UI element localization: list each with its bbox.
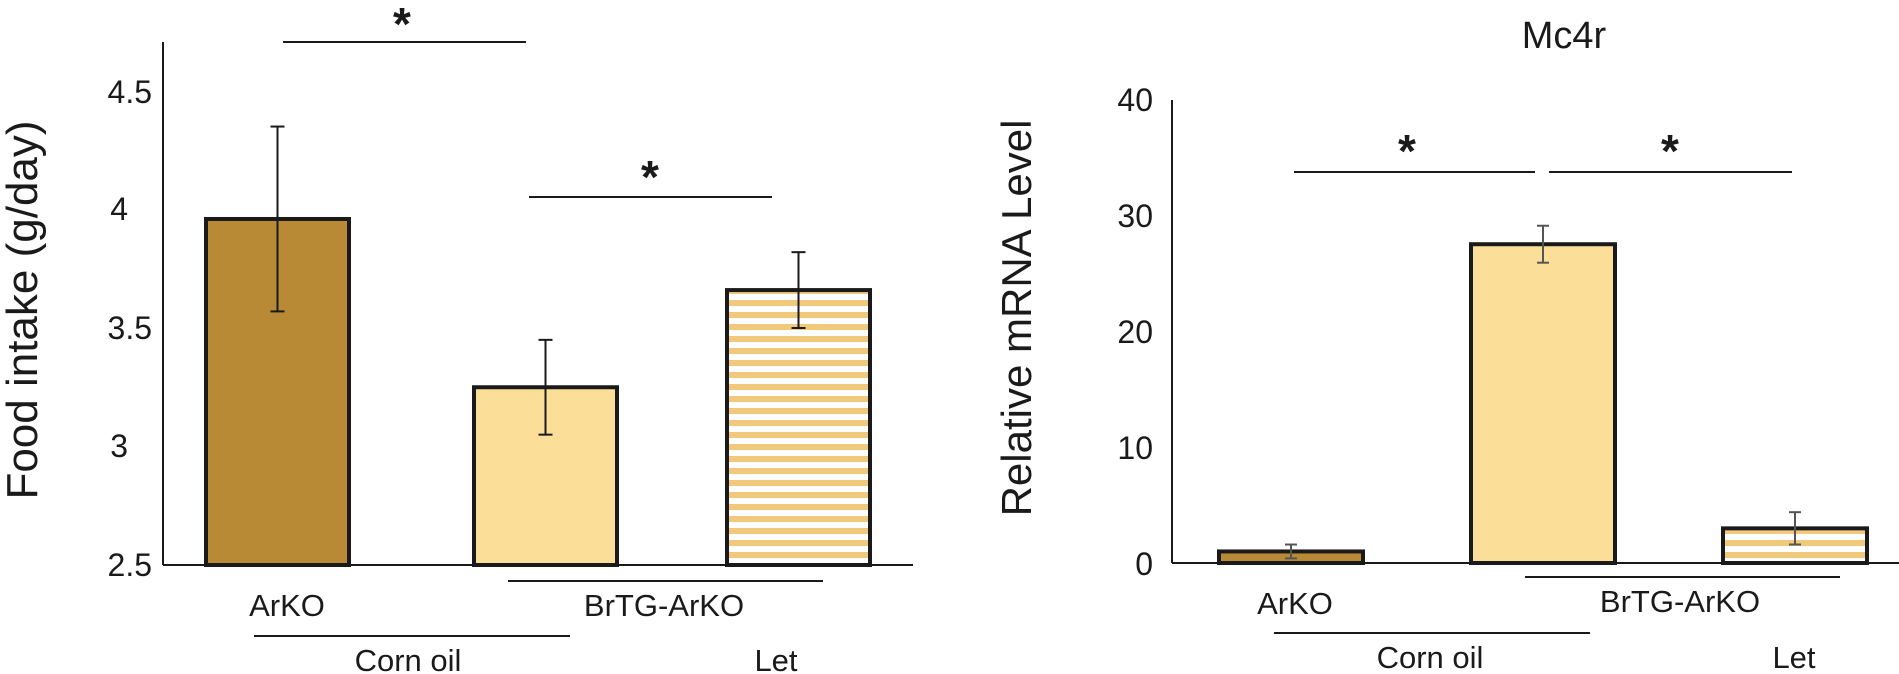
food-intake-y-axis-label: Food intake (g/day) xyxy=(0,120,47,499)
mc4r-group-label-corn-oil: Corn oil xyxy=(1377,640,1484,674)
mc4r-errorbar-1 xyxy=(1537,224,1549,264)
mc4r-y-tick-4: 40 xyxy=(1117,82,1153,118)
mc4r-y-tick-1: 10 xyxy=(1117,430,1153,466)
mc4r-errorbars xyxy=(1285,224,1801,560)
food-intake-errorbar-1 xyxy=(538,338,553,436)
food-intake-bar-2 xyxy=(725,288,872,567)
mc4r-group-label-let: Let xyxy=(1772,640,1815,674)
food-intake-y-tick-0: 2.5 xyxy=(108,547,152,583)
food-intake-y-tick-1: 3 xyxy=(110,428,128,464)
food-intake-panel: 2.5 3 3.5 4 4.5 Food intake (g/day) ArKO… xyxy=(0,0,913,674)
food-intake-errorbar-2 xyxy=(791,251,806,329)
food-intake-group-label-let: Let xyxy=(754,643,797,674)
mc4r-bar-1 xyxy=(1469,242,1617,565)
mc4r-significance-star-2: * xyxy=(1661,125,1679,177)
mc4r-bars xyxy=(1217,242,1869,566)
food-intake-x-label-brtg-arko: BrTG-ArKO xyxy=(584,588,744,623)
mc4r-y-axis-label: Relative mRNA Level xyxy=(993,120,1040,517)
food-intake-x-label-arko: ArKO xyxy=(249,588,325,623)
mc4r-panel: Mc4r 0 10 20 30 40 Relative mRNA Level A… xyxy=(993,15,1899,674)
food-intake-errorbar-0 xyxy=(270,125,285,313)
food-intake-significance-star-2: * xyxy=(641,151,659,203)
mc4r-y-tick-2: 20 xyxy=(1117,314,1153,350)
food-intake-bars xyxy=(204,216,872,567)
food-intake-y-tick-4: 4.5 xyxy=(108,74,152,110)
food-intake-y-tick-2: 3.5 xyxy=(108,310,152,346)
food-intake-group-label-corn-oil: Corn oil xyxy=(355,643,462,674)
mc4r-significance-star-1: * xyxy=(1398,125,1416,177)
mc4r-y-tick-0: 0 xyxy=(1135,546,1153,582)
food-intake-y-tick-3: 4 xyxy=(110,191,128,227)
mc4r-title: Mc4r xyxy=(1522,15,1607,57)
mc4r-y-tick-3: 30 xyxy=(1117,198,1153,234)
mc4r-errorbar-2 xyxy=(1789,511,1801,546)
food-intake-errorbars xyxy=(270,125,806,436)
mc4r-errorbar-0 xyxy=(1285,543,1297,560)
mc4r-x-label-arko: ArKO xyxy=(1257,586,1333,621)
food-intake-significance-star-1: * xyxy=(393,0,411,50)
mc4r-x-label-brtg-arko: BrTG-ArKO xyxy=(1600,584,1760,619)
